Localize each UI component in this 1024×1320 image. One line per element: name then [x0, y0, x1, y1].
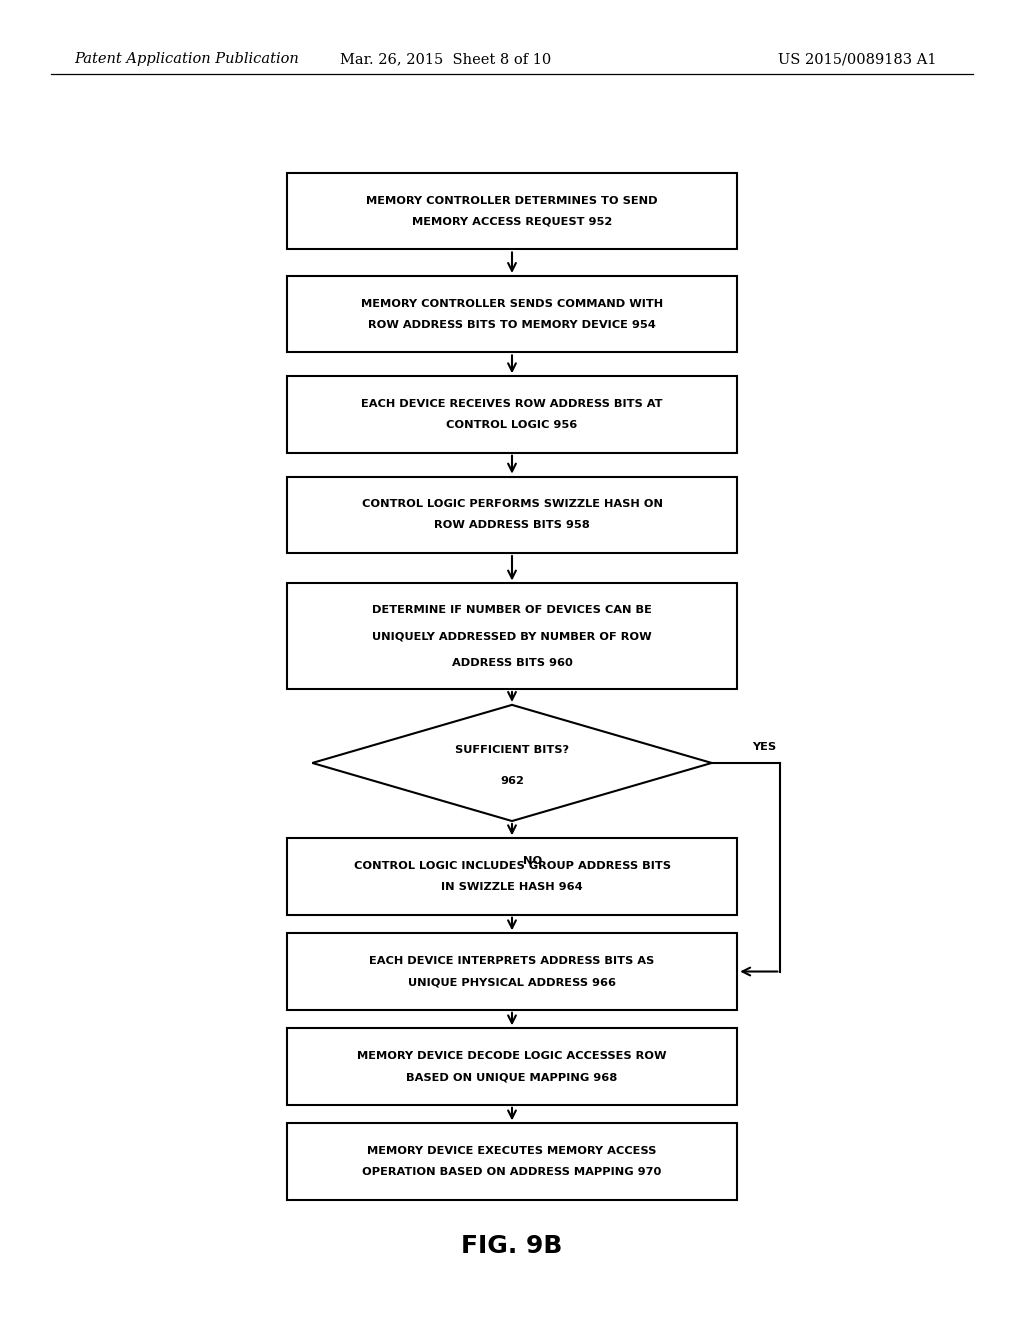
Text: IN SWIZZLE HASH 964: IN SWIZZLE HASH 964 [441, 882, 583, 892]
Text: UNIQUELY ADDRESSED BY NUMBER OF ROW: UNIQUELY ADDRESSED BY NUMBER OF ROW [372, 631, 652, 642]
Bar [287, 933, 737, 1010]
Text: MEMORY CONTROLLER DETERMINES TO SEND: MEMORY CONTROLLER DETERMINES TO SEND [367, 195, 657, 206]
Text: DETERMINE IF NUMBER OF DEVICES CAN BE: DETERMINE IF NUMBER OF DEVICES CAN BE [372, 605, 652, 615]
Text: ROW ADDRESS BITS TO MEMORY DEVICE 954: ROW ADDRESS BITS TO MEMORY DEVICE 954 [368, 319, 656, 330]
Text: CONTROL LOGIC PERFORMS SWIZZLE HASH ON: CONTROL LOGIC PERFORMS SWIZZLE HASH ON [361, 499, 663, 510]
Text: Patent Application Publication: Patent Application Publication [74, 53, 298, 66]
Text: UNIQUE PHYSICAL ADDRESS 966: UNIQUE PHYSICAL ADDRESS 966 [408, 977, 616, 987]
Text: MEMORY CONTROLLER SENDS COMMAND WITH: MEMORY CONTROLLER SENDS COMMAND WITH [360, 298, 664, 309]
Text: MEMORY DEVICE EXECUTES MEMORY ACCESS: MEMORY DEVICE EXECUTES MEMORY ACCESS [368, 1146, 656, 1156]
Text: OPERATION BASED ON ADDRESS MAPPING 970: OPERATION BASED ON ADDRESS MAPPING 970 [362, 1167, 662, 1177]
Text: MEMORY ACCESS REQUEST 952: MEMORY ACCESS REQUEST 952 [412, 216, 612, 227]
Text: EACH DEVICE INTERPRETS ADDRESS BITS AS: EACH DEVICE INTERPRETS ADDRESS BITS AS [370, 956, 654, 966]
Bar [287, 1123, 737, 1200]
Bar [287, 276, 737, 352]
Bar [287, 173, 737, 249]
Text: 962: 962 [500, 776, 524, 787]
Text: US 2015/0089183 A1: US 2015/0089183 A1 [778, 53, 937, 66]
Text: NO: NO [523, 855, 542, 866]
Text: MEMORY DEVICE DECODE LOGIC ACCESSES ROW: MEMORY DEVICE DECODE LOGIC ACCESSES ROW [357, 1051, 667, 1061]
Text: FIG. 9B: FIG. 9B [462, 1234, 562, 1258]
Bar [287, 1028, 737, 1105]
Text: CONTROL LOGIC 956: CONTROL LOGIC 956 [446, 420, 578, 430]
Text: SUFFICIENT BITS?: SUFFICIENT BITS? [455, 744, 569, 755]
Text: BASED ON UNIQUE MAPPING 968: BASED ON UNIQUE MAPPING 968 [407, 1072, 617, 1082]
Text: Mar. 26, 2015  Sheet 8 of 10: Mar. 26, 2015 Sheet 8 of 10 [340, 53, 551, 66]
Bar [287, 583, 737, 689]
Bar [287, 376, 737, 453]
Text: EACH DEVICE RECEIVES ROW ADDRESS BITS AT: EACH DEVICE RECEIVES ROW ADDRESS BITS AT [361, 399, 663, 409]
Text: YES: YES [753, 742, 777, 752]
Text: ROW ADDRESS BITS 958: ROW ADDRESS BITS 958 [434, 520, 590, 531]
Bar [287, 477, 737, 553]
Bar [287, 838, 737, 915]
Polygon shape [312, 705, 712, 821]
Text: CONTROL LOGIC INCLUDES GROUP ADDRESS BITS: CONTROL LOGIC INCLUDES GROUP ADDRESS BIT… [353, 861, 671, 871]
Text: ADDRESS BITS 960: ADDRESS BITS 960 [452, 657, 572, 668]
